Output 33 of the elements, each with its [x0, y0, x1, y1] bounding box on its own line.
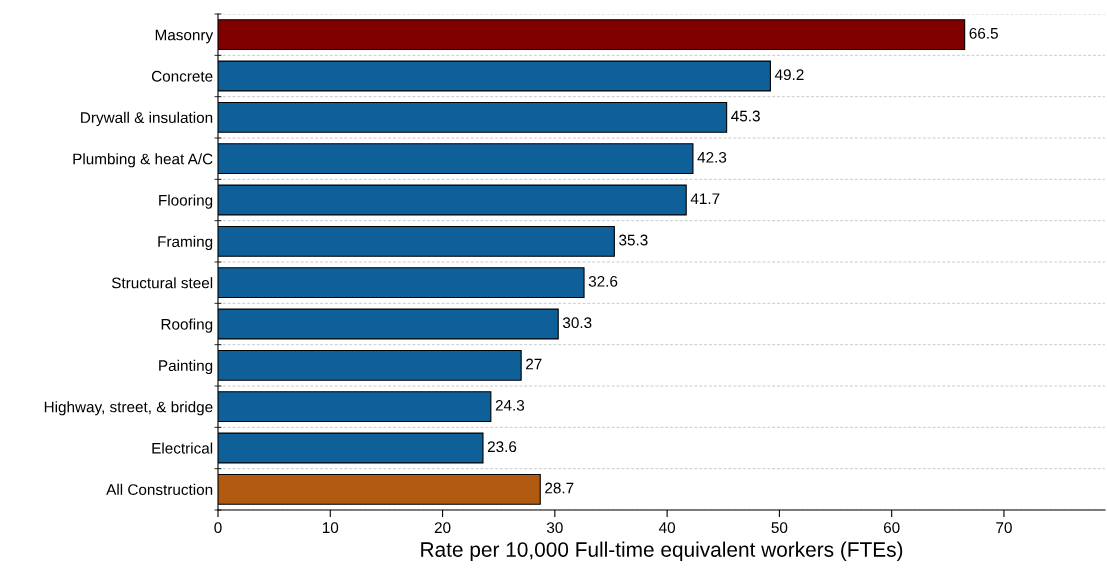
y-tick-label: Painting [159, 359, 213, 375]
x-tick-label: 30 [546, 522, 563, 534]
data-label: 41.7 [690, 193, 720, 204]
x-tick-label: 40 [658, 522, 676, 534]
y-tick-label: All Construction [106, 483, 213, 496]
y-tick-label: Drywall & insulation [81, 111, 213, 127]
data-label: 35.3 [619, 234, 648, 246]
y-tick-label: Structural steel [111, 277, 213, 289]
data-label: 27 [526, 358, 542, 370]
data-label: 42.3 [697, 151, 727, 163]
y-tick-label: Electrical [152, 442, 213, 454]
y-tick-label: Roofing [161, 318, 213, 333]
data-label: 32.6 [588, 275, 618, 287]
x-tick-label: 60 [883, 522, 900, 534]
y-tick-label: Masonry [155, 29, 214, 44]
x-tick-label: 20 [434, 522, 451, 534]
data-label: 45.3 [731, 110, 760, 122]
data-label: 66.5 [969, 27, 998, 39]
y-tick-label: Framing [158, 235, 213, 251]
data-label: 23.6 [487, 441, 517, 453]
data-label: 24.3 [495, 399, 525, 411]
data-label: 30.3 [562, 317, 592, 329]
x-tick-label: 0 [214, 522, 222, 534]
x-tick-label: 70 [996, 522, 1012, 534]
y-tick-label: Concrete [151, 70, 213, 82]
data-label: 49.2 [774, 69, 804, 81]
data-label: 28.7 [545, 482, 574, 494]
x-axis-title: Rate per 10,000 Full-time equivalent workers (FTEs) [421, 541, 903, 562]
x-tick-label: 10 [322, 522, 339, 534]
y-tick-label: Highway, street, & bridge [44, 401, 213, 416]
x-tick-label: 50 [771, 522, 788, 534]
y-tick-label: Flooring [159, 194, 213, 209]
y-tick-label: Plumbing & heat A/C [73, 153, 213, 168]
